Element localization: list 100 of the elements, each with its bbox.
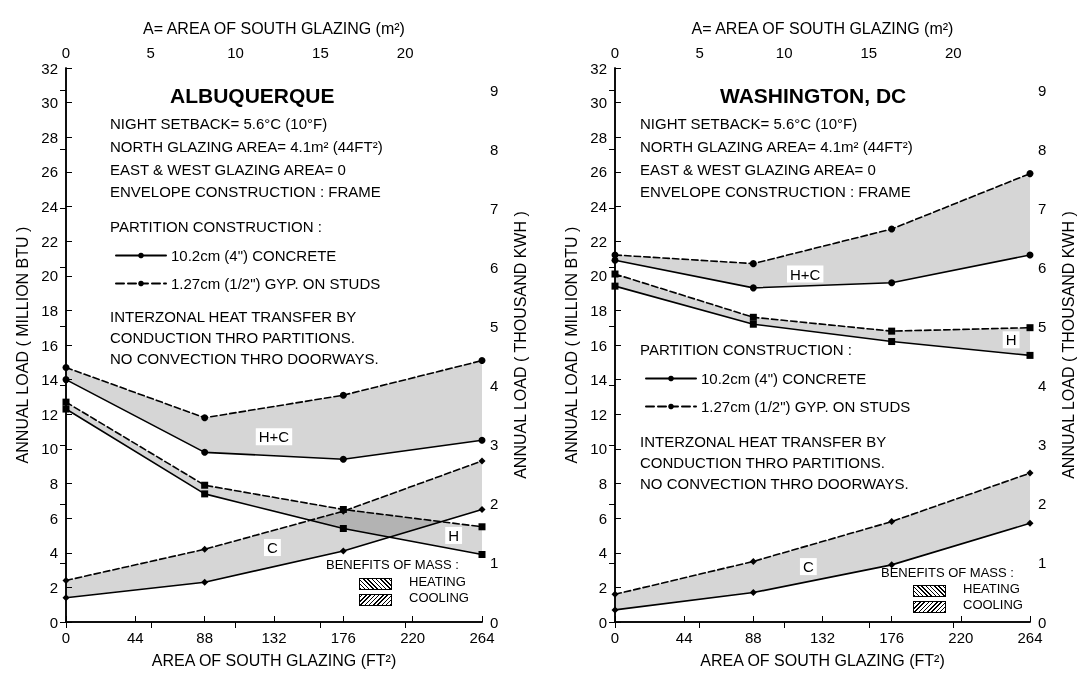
y-tick-label: 0 — [49, 613, 58, 631]
point — [201, 578, 209, 586]
annotation: HEATING — [963, 581, 1020, 596]
point — [478, 457, 486, 465]
y2-axis-title: ANNUAL LOAD ( THOUSAND KWH ) — [511, 211, 529, 479]
x-tick-label: 88 — [744, 629, 762, 646]
y-tick-label: 24 — [590, 198, 607, 215]
legend-label: 10.2cm (4") CONCRETE — [171, 247, 337, 264]
x2-tick-label: 15 — [312, 44, 329, 61]
point — [611, 282, 619, 290]
annotation: EAST & WEST GLAZING AREA= 0 — [640, 161, 876, 178]
y-tick-label: 28 — [590, 128, 607, 146]
y-tick-label: 26 — [590, 163, 607, 181]
point — [201, 481, 209, 489]
y2-tick-label: 3 — [490, 436, 499, 454]
annotation: H — [1005, 331, 1017, 349]
point — [749, 284, 757, 292]
x2-tick-label: 15 — [860, 44, 878, 61]
y-tick-label: 30 — [41, 94, 58, 112]
point — [62, 405, 70, 413]
y2-tick-label: 8 — [490, 140, 499, 158]
text: WASHINGTON, DC — [720, 84, 907, 107]
y-tick-label: 26 — [41, 163, 58, 181]
x2-tick-label: 10 — [775, 44, 793, 61]
annotation: C — [802, 558, 814, 576]
y-tick-label: 32 — [590, 59, 607, 77]
y-tick-label: 18 — [590, 301, 607, 319]
y2-tick-label: 0 — [490, 613, 499, 631]
y-tick-label: 14 — [590, 371, 607, 389]
point — [478, 523, 486, 531]
legend-label: 1.27cm (1/2") GYP. ON STUDS — [171, 275, 381, 292]
point — [339, 547, 347, 555]
y2-tick-label: 4 — [490, 377, 499, 395]
x-tick-label: 0 — [61, 629, 71, 646]
y2-tick-label: 9 — [1038, 81, 1047, 99]
y2-tick-label: 1 — [1038, 554, 1047, 572]
x-tick-label: 264 — [1017, 629, 1043, 646]
x2-tick-label: 20 — [945, 44, 962, 61]
y-tick-label: 6 — [598, 509, 607, 527]
x2-tick-label: 5 — [695, 44, 704, 61]
x2-tick-label: 5 — [146, 44, 155, 61]
point — [339, 391, 347, 399]
point — [888, 225, 896, 233]
point — [888, 327, 896, 335]
annotation: NIGHT SETBACK= 5.6°C (10°F) — [640, 115, 858, 132]
point — [749, 589, 757, 597]
y-tick-label: 2 — [598, 578, 607, 596]
point — [1026, 469, 1034, 477]
x-axis-title: AREA OF SOUTH GLAZING (FT²) — [151, 651, 397, 669]
point — [749, 557, 757, 565]
y2-tick-label: 3 — [1038, 436, 1047, 454]
annotation: CONDUCTION THRO PARTITIONS. — [640, 454, 886, 471]
point — [611, 606, 619, 614]
y-tick-label: 6 — [49, 509, 58, 527]
y-tick-label: 10 — [590, 440, 607, 458]
y-tick-label: 20 — [590, 267, 607, 285]
annotation: HEATING — [409, 574, 466, 589]
y-tick-label: 14 — [41, 371, 58, 389]
x2-tick-label: 10 — [227, 44, 244, 61]
point — [339, 525, 347, 533]
legend-title: PARTITION CONSTRUCTION : — [110, 218, 322, 235]
y-tick-label: 10 — [41, 440, 58, 458]
y-tick-label: 2 — [49, 578, 58, 596]
point — [62, 576, 70, 584]
y-tick-label: 16 — [41, 336, 58, 354]
point — [888, 279, 896, 287]
point — [1026, 519, 1034, 527]
point — [478, 357, 486, 365]
legend-label: 10.2cm (4") CONCRETE — [701, 370, 867, 387]
y2-tick-label: 7 — [490, 199, 499, 217]
annotation: INTERZONAL HEAT TRANSFER BY — [640, 433, 887, 450]
x-tick-label: 88 — [196, 629, 214, 646]
point — [1026, 351, 1034, 359]
y-tick-label: 0 — [598, 613, 607, 631]
y-tick-label: 32 — [41, 59, 58, 77]
point — [478, 436, 486, 444]
point — [611, 590, 619, 598]
point — [62, 364, 70, 371]
text: ALBUQUERQUE — [170, 84, 335, 107]
point — [201, 490, 209, 498]
y2-tick-label: 9 — [490, 81, 499, 99]
y-tick-label: 4 — [598, 544, 607, 562]
x-tick-label: 132 — [261, 629, 287, 646]
x-tick-label: 220 — [948, 629, 974, 646]
annotation: COOLING — [963, 597, 1023, 612]
x-tick-label: 132 — [809, 629, 836, 646]
annotation: C — [267, 539, 278, 557]
point — [201, 414, 209, 422]
legend-label: 1.27cm (1/2") GYP. ON STUDS — [701, 398, 911, 415]
annotation: ENVELOPE CONSTRUCTION : FRAME — [640, 183, 911, 200]
y-tick-label: 22 — [590, 232, 607, 250]
y2-tick-label: 5 — [490, 318, 499, 336]
x2-tick-label: 0 — [61, 44, 71, 61]
annotation: H+C — [258, 428, 290, 446]
y2-tick-label: 5 — [1038, 318, 1047, 336]
x-tick-label: 176 — [879, 629, 905, 646]
y-tick-label: 28 — [41, 128, 58, 146]
point — [1026, 170, 1034, 178]
x-tick-label: 176 — [330, 629, 356, 646]
annotation: NIGHT SETBACK= 5.6°C (10°F) — [110, 115, 328, 132]
